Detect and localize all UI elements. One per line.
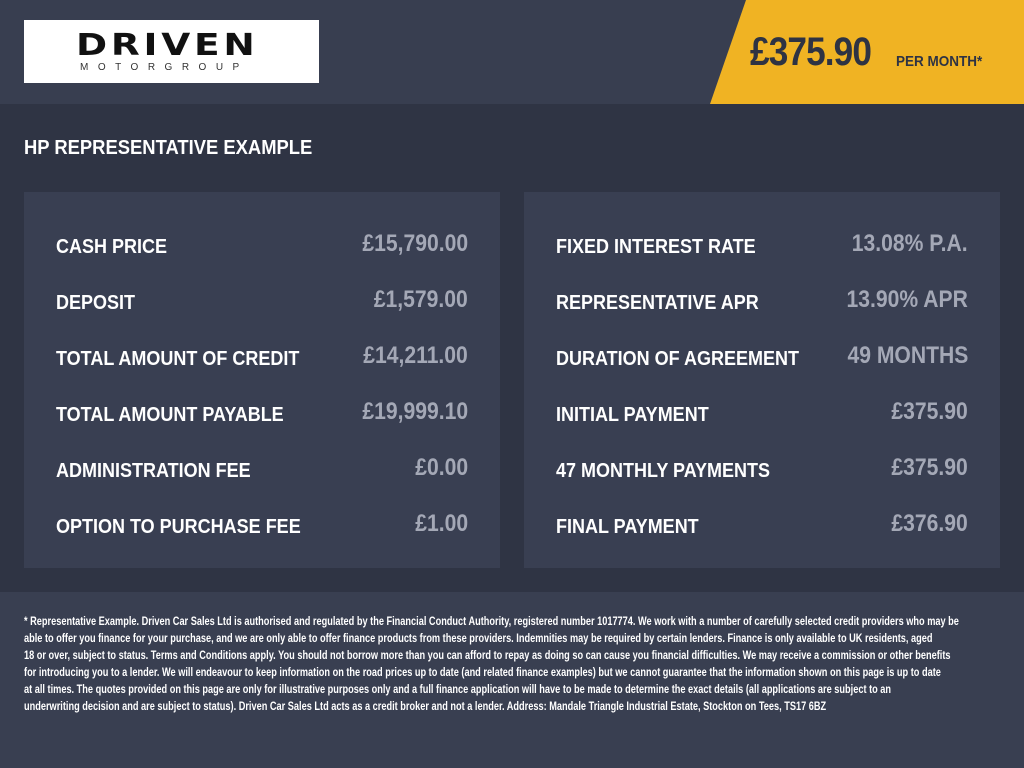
row-value: 13.90% APR [846, 286, 968, 313]
row-value: £376.90 [891, 510, 968, 537]
row-value: £375.90 [891, 398, 968, 425]
row-label: DEPOSIT [56, 292, 136, 314]
monthly-price: £375.90 [750, 30, 872, 74]
row-value: £375.90 [891, 454, 968, 481]
finance-panel-right: FIXED INTEREST RATE 13.08% P.A. REPRESENT… [524, 192, 1000, 568]
row-value: 13.08% P.A. [852, 230, 968, 257]
row-label: ADMINISTRATION FEE [56, 460, 251, 482]
page-title: HP REPRESENTATIVE EXAMPLE [24, 137, 313, 159]
disclaimer-footer: * Representative Example. Driven Car Sal… [0, 592, 1024, 768]
logo-subtitle: MOTORGROUP [80, 62, 249, 73]
disclaimer-line: at all times. The quotes provided on thi… [24, 684, 892, 696]
header: DRIVEN MOTORGROUP £375.90 PER MONTH* [0, 0, 1024, 104]
finance-row: TOTAL AMOUNT PAYABLE £19,999.10 [56, 398, 468, 428]
row-label: 47 MONTHLY PAYMENTS [556, 460, 771, 482]
finance-row: TOTAL AMOUNT OF CREDIT £14,211.00 [56, 342, 468, 372]
finance-row: CASH PRICE £15,790.00 [56, 230, 468, 260]
row-value: £1.00 [415, 510, 468, 537]
finance-row: DEPOSIT £1,579.00 [56, 286, 468, 316]
row-label: FIXED INTEREST RATE [556, 236, 756, 258]
row-label: DURATION OF AGREEMENT [556, 348, 799, 370]
finance-row: DURATION OF AGREEMENT 49 MONTHS [556, 342, 968, 372]
disclaimer-line: underwriting decision and are subject to… [24, 701, 827, 713]
per-month-label: PER MONTH* [896, 53, 983, 70]
row-value: 49 MONTHS [847, 342, 968, 369]
row-value: £1,579.00 [374, 286, 468, 313]
row-value: £14,211.00 [363, 342, 468, 369]
logo-wordmark: DRIVEN [76, 28, 259, 63]
row-value: £15,790.00 [362, 230, 468, 257]
finance-row: REPRESENTATIVE APR 13.90% APR [556, 286, 968, 316]
monthly-price-banner: £375.90 PER MONTH* [710, 0, 1024, 104]
row-label: FINAL PAYMENT [556, 516, 699, 538]
finance-row: INITIAL PAYMENT £375.90 [556, 398, 968, 428]
finance-row: 47 MONTHLY PAYMENTS £375.90 [556, 454, 968, 484]
disclaimer-line: able to offer you finance for your purch… [24, 633, 933, 645]
row-label: OPTION TO PURCHASE FEE [56, 516, 301, 538]
disclaimer-line: for introducing you to a lender. We will… [24, 667, 941, 679]
row-label: TOTAL AMOUNT OF CREDIT [56, 348, 300, 370]
row-label: CASH PRICE [56, 236, 168, 258]
row-label: TOTAL AMOUNT PAYABLE [56, 404, 284, 426]
finance-row: FIXED INTEREST RATE 13.08% P.A. [556, 230, 968, 260]
finance-row: ADMINISTRATION FEE £0.00 [56, 454, 468, 484]
finance-row: OPTION TO PURCHASE FEE £1.00 [56, 510, 468, 540]
disclaimer-line: * Representative Example. Driven Car Sal… [24, 616, 959, 628]
finance-row: FINAL PAYMENT £376.90 [556, 510, 968, 540]
row-value: £19,999.10 [362, 398, 468, 425]
row-label: INITIAL PAYMENT [556, 404, 709, 426]
disclaimer-line: 18 or over, subject to status. Terms and… [24, 650, 951, 662]
finance-panel-left: CASH PRICE £15,790.00 DEPOSIT £1,579.00 TO… [24, 192, 500, 568]
row-label: REPRESENTATIVE APR [556, 292, 759, 314]
row-value: £0.00 [415, 454, 468, 481]
driven-motorgroup-logo[interactable]: DRIVEN MOTORGROUP [24, 20, 319, 83]
